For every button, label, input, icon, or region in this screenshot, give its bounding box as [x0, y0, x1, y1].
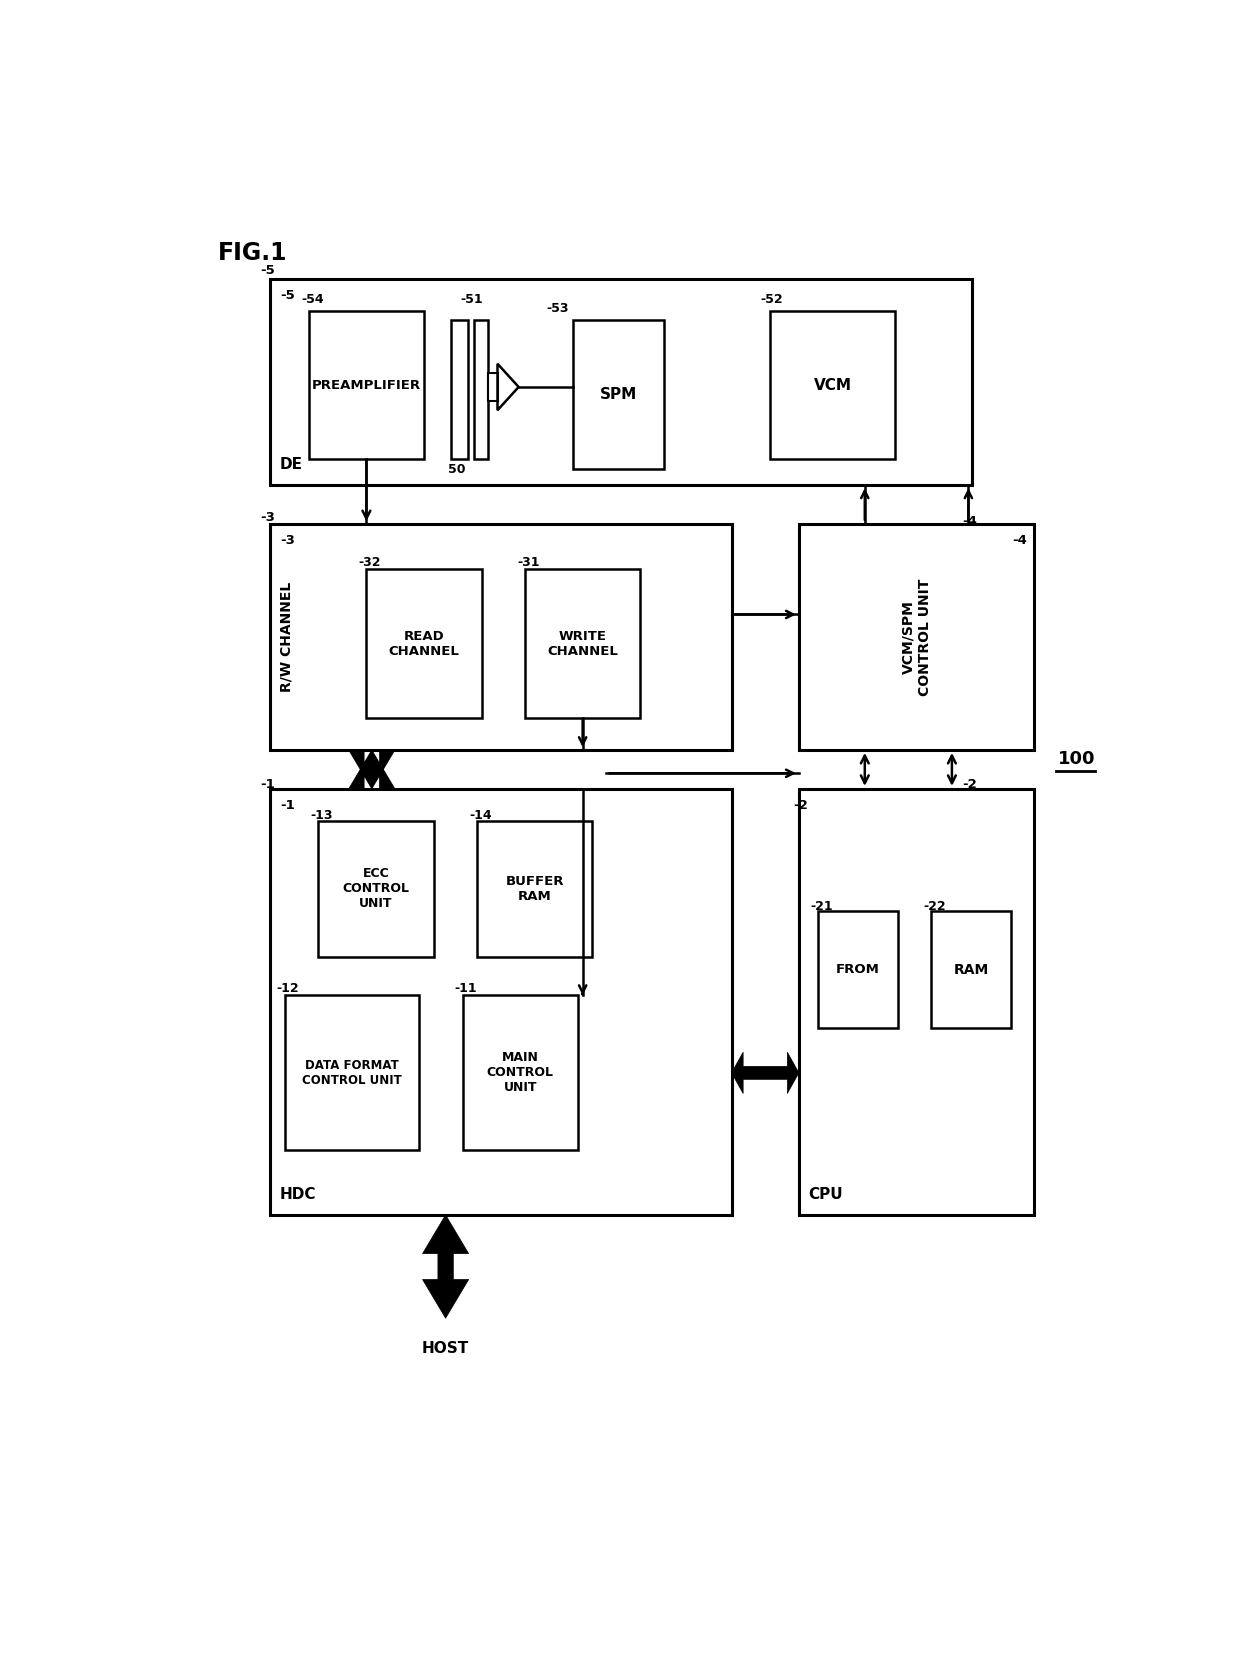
- Text: RAM: RAM: [954, 963, 990, 976]
- Text: -1: -1: [260, 778, 275, 792]
- Text: -4: -4: [1012, 535, 1027, 547]
- Text: -14: -14: [469, 810, 492, 822]
- Bar: [770, 310, 895, 459]
- Text: 100: 100: [1058, 750, 1096, 768]
- Text: -51: -51: [460, 293, 484, 305]
- Text: HDC: HDC: [280, 1187, 316, 1202]
- Text: ECC
CONTROL
UNIT: ECC CONTROL UNIT: [342, 867, 409, 911]
- Bar: [285, 996, 419, 1150]
- Text: -13: -13: [311, 810, 334, 822]
- Text: -31: -31: [517, 557, 539, 569]
- Text: HOST: HOST: [422, 1342, 469, 1357]
- Polygon shape: [423, 1214, 469, 1318]
- Bar: [463, 996, 578, 1150]
- Text: -5: -5: [280, 288, 295, 302]
- Text: -4: -4: [962, 515, 977, 528]
- Bar: [818, 912, 898, 1028]
- Bar: [525, 569, 640, 718]
- Text: READ
CHANNEL: READ CHANNEL: [388, 629, 460, 657]
- Bar: [367, 569, 481, 718]
- Text: -32: -32: [358, 557, 381, 569]
- Text: -12: -12: [277, 983, 299, 996]
- Text: DE: DE: [280, 458, 303, 473]
- Text: SPM: SPM: [600, 387, 637, 402]
- Text: DATA FORMAT
CONTROL UNIT: DATA FORMAT CONTROL UNIT: [303, 1058, 402, 1087]
- Bar: [309, 310, 424, 459]
- Bar: [799, 788, 1034, 1214]
- Text: -11: -11: [455, 983, 477, 996]
- Text: -1: -1: [280, 800, 295, 812]
- Text: MAIN
CONTROL
UNIT: MAIN CONTROL UNIT: [486, 1051, 554, 1095]
- Text: -2: -2: [962, 778, 977, 792]
- Text: -54: -54: [301, 293, 324, 305]
- Text: 50: 50: [448, 463, 465, 476]
- Text: FIG.1: FIG.1: [217, 241, 286, 265]
- Text: -3: -3: [280, 535, 295, 547]
- Polygon shape: [348, 750, 394, 788]
- Bar: [931, 912, 1012, 1028]
- Text: VCM: VCM: [813, 377, 852, 392]
- Text: -3: -3: [260, 511, 275, 525]
- Text: -21: -21: [811, 901, 833, 912]
- Text: -22: -22: [924, 901, 946, 912]
- Text: FROM: FROM: [836, 963, 880, 976]
- Bar: [487, 372, 497, 401]
- Text: CPU: CPU: [808, 1187, 843, 1202]
- Bar: [477, 822, 593, 956]
- Bar: [319, 822, 434, 956]
- Bar: [799, 523, 1034, 750]
- Text: -52: -52: [760, 293, 782, 305]
- Polygon shape: [732, 1051, 799, 1093]
- Text: PREAMPLIFIER: PREAMPLIFIER: [311, 379, 422, 392]
- Text: R/W CHANNEL: R/W CHANNEL: [280, 582, 294, 693]
- Text: -5: -5: [260, 265, 275, 277]
- Text: VCM/SPM
CONTROL UNIT: VCM/SPM CONTROL UNIT: [901, 579, 931, 696]
- Bar: [270, 278, 972, 485]
- Bar: [270, 788, 732, 1214]
- Text: BUFFER
RAM: BUFFER RAM: [506, 875, 564, 902]
- Text: -2: -2: [794, 800, 808, 812]
- Text: WRITE
CHANNEL: WRITE CHANNEL: [547, 629, 618, 657]
- Bar: [451, 320, 469, 459]
- Text: -53: -53: [546, 302, 569, 315]
- Bar: [474, 320, 487, 459]
- Bar: [270, 523, 732, 750]
- Bar: [573, 320, 665, 468]
